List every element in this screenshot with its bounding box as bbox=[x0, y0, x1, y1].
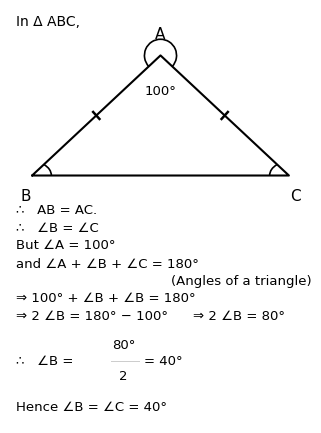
Text: ∴   ∠B =: ∴ ∠B = bbox=[16, 355, 74, 368]
Text: (Angles of a triangle): (Angles of a triangle) bbox=[171, 275, 311, 288]
Text: 100°: 100° bbox=[144, 85, 177, 98]
Text: B: B bbox=[21, 189, 31, 204]
Text: ∴   ∠B = ∠C: ∴ ∠B = ∠C bbox=[16, 222, 99, 235]
Text: ⇒ 2 ∠B = 80°: ⇒ 2 ∠B = 80° bbox=[193, 310, 285, 323]
Text: ⇒ 100° + ∠B + ∠B = 180°: ⇒ 100° + ∠B + ∠B = 180° bbox=[16, 292, 196, 305]
Text: 80°: 80° bbox=[112, 339, 135, 352]
Text: In Δ ABC,: In Δ ABC, bbox=[16, 15, 80, 29]
Text: and ∠A + ∠B + ∠C = 180°: and ∠A + ∠B + ∠C = 180° bbox=[16, 258, 199, 271]
Text: Hence ∠B = ∠C = 40°: Hence ∠B = ∠C = 40° bbox=[16, 401, 167, 414]
Text: ∴   AB = AC.: ∴ AB = AC. bbox=[16, 204, 97, 216]
Text: But ∠A = 100°: But ∠A = 100° bbox=[16, 239, 116, 252]
Text: 2: 2 bbox=[119, 370, 128, 383]
Text: A: A bbox=[155, 26, 166, 42]
Text: ⇒ 2 ∠B = 180° − 100°: ⇒ 2 ∠B = 180° − 100° bbox=[16, 310, 168, 323]
Text: C: C bbox=[290, 189, 301, 204]
Text: = 40°: = 40° bbox=[144, 355, 183, 368]
